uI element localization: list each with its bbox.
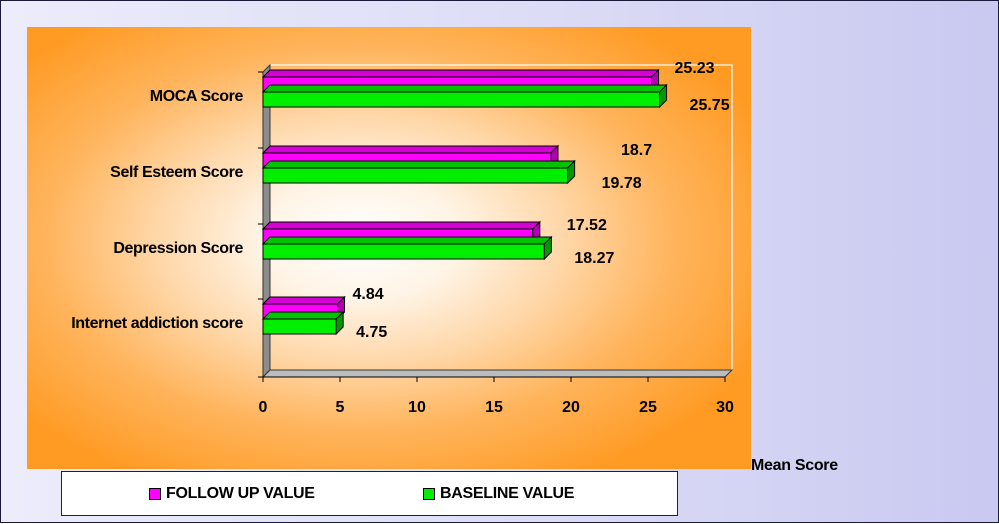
x-axis-title: Mean Score — [751, 457, 838, 474]
bar-top — [261, 221, 542, 230]
data-label: 4.84 — [353, 286, 384, 303]
data-label: 18.7 — [621, 142, 652, 159]
data-label: 17.52 — [567, 217, 607, 234]
legend-item-baseline: BASELINE VALUE — [423, 485, 574, 503]
category-label: Depression Score — [113, 240, 243, 257]
category-label: MOCA Score — [150, 88, 244, 105]
legend-swatch-baseline — [423, 488, 435, 500]
bar — [262, 318, 337, 335]
legend-label-follow-up: FOLLOW UP VALUE — [166, 485, 315, 502]
category-label: Self Esteem Score — [110, 164, 243, 181]
x-tick-label: 30 — [716, 399, 734, 416]
bar-side — [543, 235, 552, 261]
data-label: 19.78 — [602, 175, 642, 192]
bar-side — [335, 310, 344, 336]
x-tick-label: 10 — [408, 399, 426, 416]
bar-side — [567, 159, 576, 185]
category-label: Internet addiction score — [71, 315, 243, 332]
bar-top — [261, 160, 576, 169]
data-label: 25.23 — [675, 60, 715, 77]
bar-top — [261, 84, 668, 93]
legend-item-follow-up: FOLLOW UP VALUE — [149, 485, 315, 503]
data-label: 4.75 — [356, 324, 387, 341]
bar — [262, 91, 661, 108]
bar-top — [261, 296, 346, 305]
x-tick-label: 25 — [639, 399, 657, 416]
x-axis-floor — [261, 369, 734, 378]
bar-top — [261, 69, 660, 78]
bar — [262, 167, 569, 184]
bar-side — [659, 83, 668, 109]
bar-top — [261, 311, 345, 320]
legend-label-baseline: BASELINE VALUE — [440, 485, 575, 502]
data-label: 25.75 — [690, 97, 730, 114]
legend-swatch-follow-up — [149, 488, 161, 500]
x-tick-label: 15 — [485, 399, 503, 416]
x-tick-label: 0 — [259, 399, 268, 416]
bar — [262, 243, 545, 260]
legend: FOLLOW UP VALUE BASELINE VALUE — [61, 471, 678, 516]
bar-top — [261, 236, 553, 245]
x-tick-label: 20 — [562, 399, 580, 416]
x-tick-label: 5 — [336, 399, 345, 416]
bar-top — [261, 145, 560, 154]
data-label: 18.27 — [574, 250, 614, 267]
